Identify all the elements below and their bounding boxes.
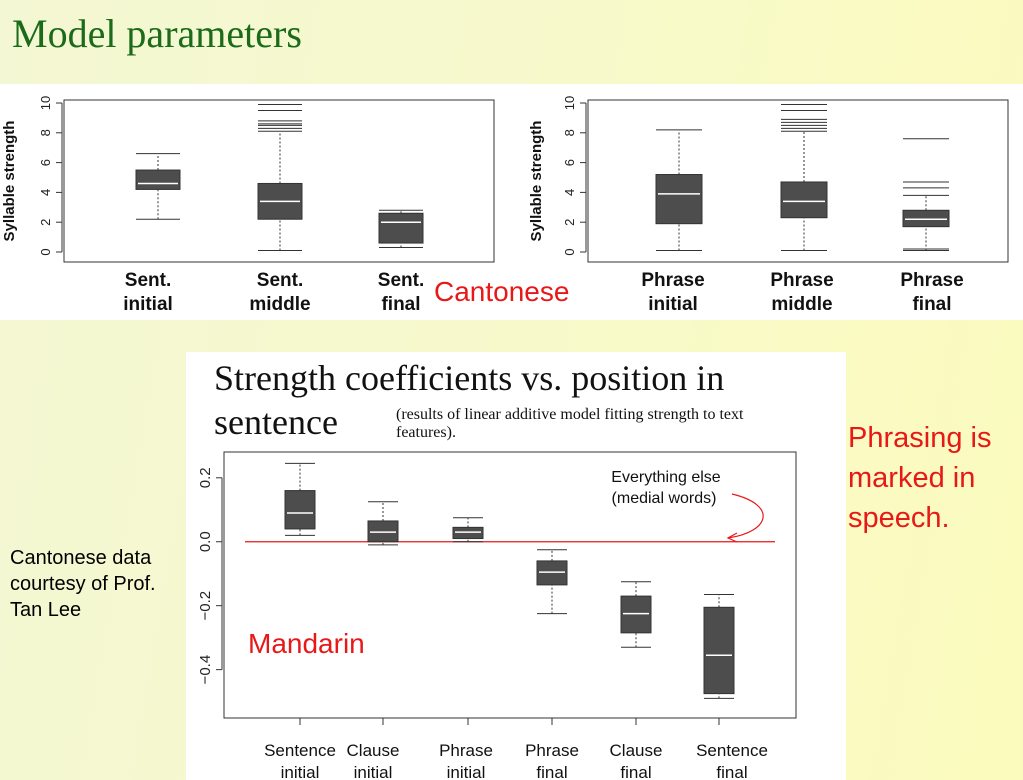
category-label: middle — [249, 294, 310, 315]
category-label: Clause — [347, 741, 400, 760]
plot-frame — [587, 99, 1009, 263]
plot-frame — [63, 99, 495, 263]
y-axis-label: Syllable strength — [528, 121, 545, 242]
category-label: Phrase — [439, 741, 493, 760]
y-tick-label: 0 — [38, 248, 53, 255]
annotation-arrowhead — [726, 532, 738, 543]
category-label: initial — [281, 763, 320, 780]
y-tick-label: 6 — [562, 159, 577, 166]
category-label: Phrase — [900, 270, 963, 291]
mandarin-panel — [186, 352, 846, 780]
y-tick-label: 10 — [38, 96, 53, 110]
cantonese-label: Cantonese — [434, 276, 570, 307]
category-label: Sent. — [257, 270, 303, 291]
chart-subtitle: (results of linear additive model fittin… — [396, 406, 744, 441]
box — [655, 174, 703, 225]
category-label: Phrase — [525, 741, 579, 760]
y-tick-label: 0.2 — [197, 467, 214, 488]
category-label: initial — [123, 294, 173, 315]
y-tick-label: 8 — [562, 129, 577, 136]
y-tick-label: 0 — [562, 248, 577, 255]
category-label: Sentence — [696, 741, 768, 760]
y-tick-label: 4 — [38, 189, 53, 196]
y-tick-label: 8 — [38, 129, 53, 136]
y-tick-label: 0.0 — [197, 531, 214, 552]
y-tick-label: −0.4 — [197, 655, 214, 685]
category-label: Phrase — [641, 270, 704, 291]
box — [284, 490, 316, 530]
category-label: initial — [447, 763, 486, 780]
category-label: final — [620, 763, 651, 780]
annotation-line-2: (medial words) — [612, 490, 717, 507]
box — [367, 520, 399, 543]
y-tick-label: −0.2 — [197, 591, 214, 621]
phrasing-note: Phrasing is marked in speech. — [848, 422, 992, 534]
category-label: Sent. — [378, 270, 424, 291]
y-tick-label: 4 — [562, 189, 577, 196]
category-label: Sentence — [264, 741, 336, 760]
box — [703, 606, 735, 695]
category-label: Phrase — [770, 270, 833, 291]
box — [378, 212, 424, 244]
category-label: final — [536, 763, 567, 780]
data-credit: Cantonese data courtesy of Prof. Tan Lee — [10, 547, 156, 621]
y-tick-label: 2 — [38, 219, 53, 226]
category-label: middle — [771, 294, 832, 315]
category-label: Sent. — [125, 270, 171, 291]
mandarin-label: Mandarin — [248, 628, 365, 659]
box — [452, 526, 484, 540]
slide-title: Model parameters — [12, 11, 302, 56]
box — [536, 560, 568, 586]
y-tick-label: 10 — [562, 96, 577, 110]
annotation-arrow — [727, 493, 764, 539]
category-label: initial — [354, 763, 393, 780]
category-label: final — [912, 294, 951, 315]
box — [135, 169, 181, 190]
y-axis-label: Syllable strength — [1, 121, 18, 242]
y-tick-label: 6 — [38, 159, 53, 166]
box — [620, 595, 652, 634]
chart-title: Strength coefficients vs. position in se… — [214, 356, 814, 444]
chart-title-text: Strength coefficients vs. position in se… — [214, 358, 725, 442]
annotation-line-1: Everything else — [611, 469, 720, 486]
category-label: final — [381, 294, 420, 315]
box — [780, 181, 828, 219]
category-label: final — [716, 763, 747, 780]
y-tick-label: 2 — [562, 219, 577, 226]
category-label: initial — [648, 294, 698, 315]
cantonese-panel — [0, 84, 1023, 320]
category-label: Clause — [610, 741, 663, 760]
